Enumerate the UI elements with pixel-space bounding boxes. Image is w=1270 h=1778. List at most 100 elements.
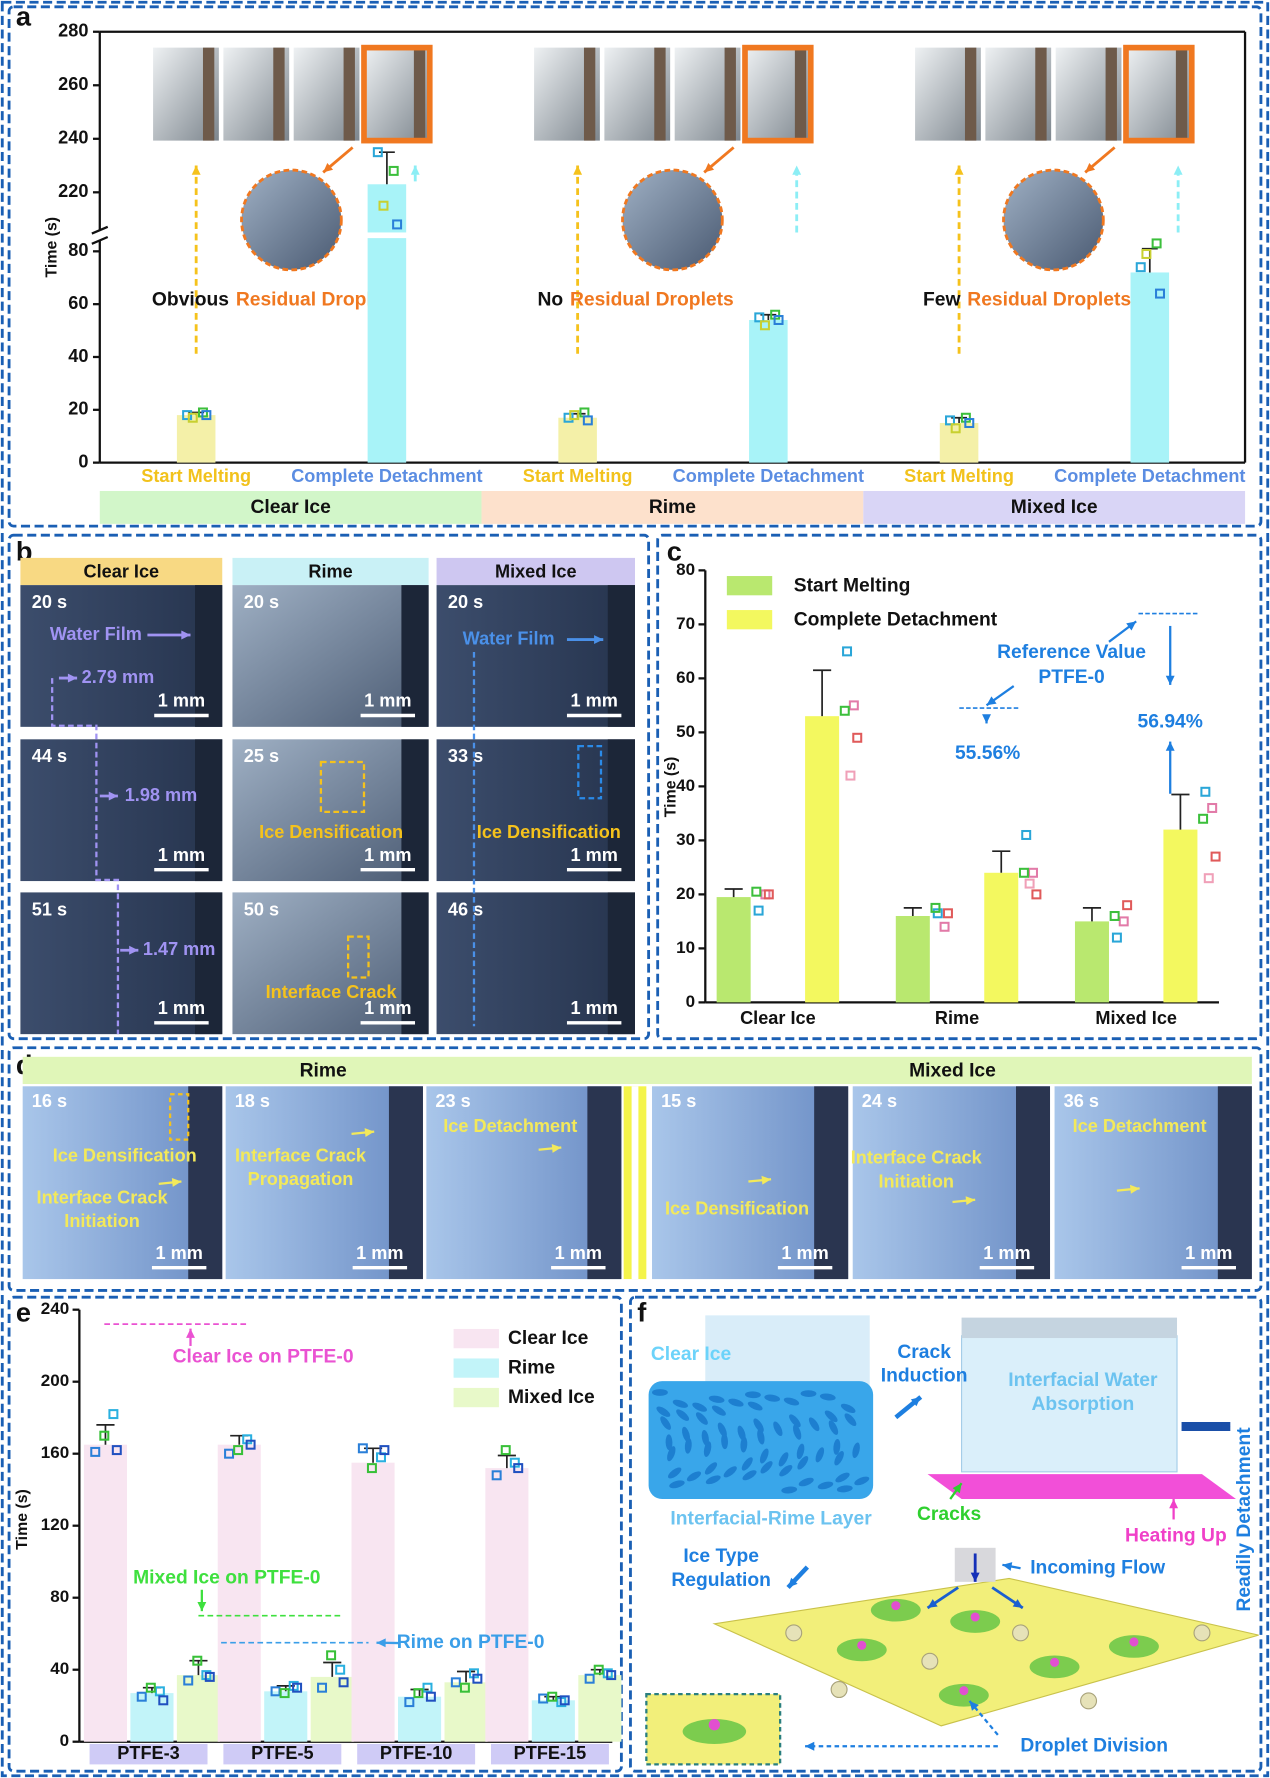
photo <box>20 739 223 882</box>
rime-particle <box>708 1395 725 1403</box>
data-point <box>233 1445 244 1456</box>
scale-bar-label: 1 mm <box>1185 1243 1232 1263</box>
rime-particle <box>779 1465 793 1477</box>
data-point <box>763 889 774 900</box>
scale-bar-label: 1 mm <box>570 845 617 865</box>
data-point <box>99 1430 110 1441</box>
arrow-head <box>129 945 139 955</box>
rime-particle <box>759 1448 769 1464</box>
panel-frame <box>656 533 1263 1041</box>
legend-label: Mixed Ice <box>508 1387 595 1408</box>
photo-substrate <box>401 585 429 727</box>
photo-substrate <box>413 47 426 141</box>
scale-bar-label: 1 mm <box>364 691 411 711</box>
inset-cluster <box>682 1719 747 1744</box>
arrow-head <box>969 1700 979 1711</box>
rime-particle <box>660 1416 671 1430</box>
droplet-core <box>891 1601 901 1611</box>
rime-particle <box>656 1406 671 1417</box>
photo <box>20 585 223 727</box>
data-point <box>1135 262 1146 273</box>
region-box <box>346 935 370 979</box>
rime-particle <box>789 1414 801 1428</box>
column-header <box>232 557 429 586</box>
data-point <box>852 732 863 743</box>
rime-particle <box>836 1485 853 1493</box>
data-point <box>372 147 383 158</box>
annotation: Few Residual Droplets <box>923 290 1131 311</box>
legend-swatch <box>453 1328 499 1349</box>
arrow-head <box>364 1128 375 1137</box>
zoom-circle <box>240 168 343 272</box>
photo-substrate <box>607 585 635 727</box>
schematic-label: Droplet Division <box>1020 1735 1168 1756</box>
axis-break <box>91 225 109 245</box>
y-tick-label: 80 <box>68 240 88 260</box>
photo-substrate <box>202 47 215 141</box>
y-tick-label: 80 <box>676 560 695 579</box>
rime-particle <box>854 1476 870 1486</box>
arrow-head <box>1173 165 1183 175</box>
time-label: 33 s <box>448 746 483 766</box>
rime-particle <box>796 1443 805 1460</box>
legend-label: Complete Detachment <box>794 609 998 630</box>
schematic-label: Interfacial-Rime Layer <box>670 1509 872 1530</box>
arrow-head <box>376 1638 386 1648</box>
y-tick-label: 0 <box>686 992 695 1011</box>
x-tick-label: Start Melting <box>904 466 1014 486</box>
error-bar <box>724 888 743 898</box>
rime-particle <box>778 1452 789 1467</box>
time-label: 20 s <box>448 592 483 612</box>
panel-frame <box>7 533 651 1041</box>
image-label: Propagation <box>248 1169 354 1189</box>
y-tick-label: 20 <box>68 399 88 419</box>
annotation: Obvious Residual Droplets <box>152 290 400 311</box>
data-point <box>425 1691 436 1702</box>
rime-particle <box>844 1413 857 1427</box>
arrow-head <box>191 165 201 175</box>
rime-particle <box>815 1447 825 1463</box>
data-point <box>1018 867 1029 878</box>
data-point <box>279 1688 290 1699</box>
arrow-head <box>965 1196 976 1206</box>
data-point <box>1151 238 1162 249</box>
rime-particle <box>835 1472 850 1483</box>
column-header <box>436 557 635 586</box>
section-title: Rime <box>300 1061 347 1082</box>
rime-particle <box>737 1425 746 1441</box>
data-point <box>378 200 389 211</box>
data-point <box>366 1463 377 1474</box>
rime-particle <box>819 1393 836 1401</box>
rime-particle <box>704 1462 718 1475</box>
data-point <box>842 646 853 657</box>
photo-substrate <box>964 47 977 141</box>
region-box <box>168 1093 190 1141</box>
arrow-head <box>1085 163 1096 173</box>
data-point <box>1111 932 1122 943</box>
photo-substrate <box>195 739 223 882</box>
x-tick-label: PTFE-5 <box>251 1743 313 1763</box>
rime-particle <box>711 1405 726 1416</box>
error-bar <box>1171 793 1190 830</box>
data-point <box>404 1697 415 1708</box>
y-tick-label: 40 <box>50 1659 69 1678</box>
droplet-cluster <box>1108 1635 1159 1658</box>
arrow-head <box>970 1572 980 1582</box>
rime-particle <box>723 1466 737 1478</box>
x-tick-label: Rime <box>935 1008 979 1028</box>
arrow-head <box>594 635 604 644</box>
panel-frame <box>7 1046 1263 1292</box>
reference-label: Clear Ice on PTFE-0 <box>173 1346 354 1367</box>
reference-label: Rime on PTFE-0 <box>397 1632 545 1653</box>
rime-particle <box>793 1424 802 1440</box>
arrow-head <box>952 1483 962 1494</box>
image-label: 2.79 mm <box>82 667 155 687</box>
y-tick-label: 80 <box>50 1587 69 1606</box>
arrow-head <box>910 1397 921 1407</box>
scale-bar-label: 1 mm <box>158 691 205 711</box>
droplet-core <box>857 1640 867 1650</box>
rime-particle <box>667 1446 676 1462</box>
rime-particle <box>668 1467 682 1479</box>
data-point <box>1200 786 1211 797</box>
arrow-head <box>805 1741 815 1751</box>
